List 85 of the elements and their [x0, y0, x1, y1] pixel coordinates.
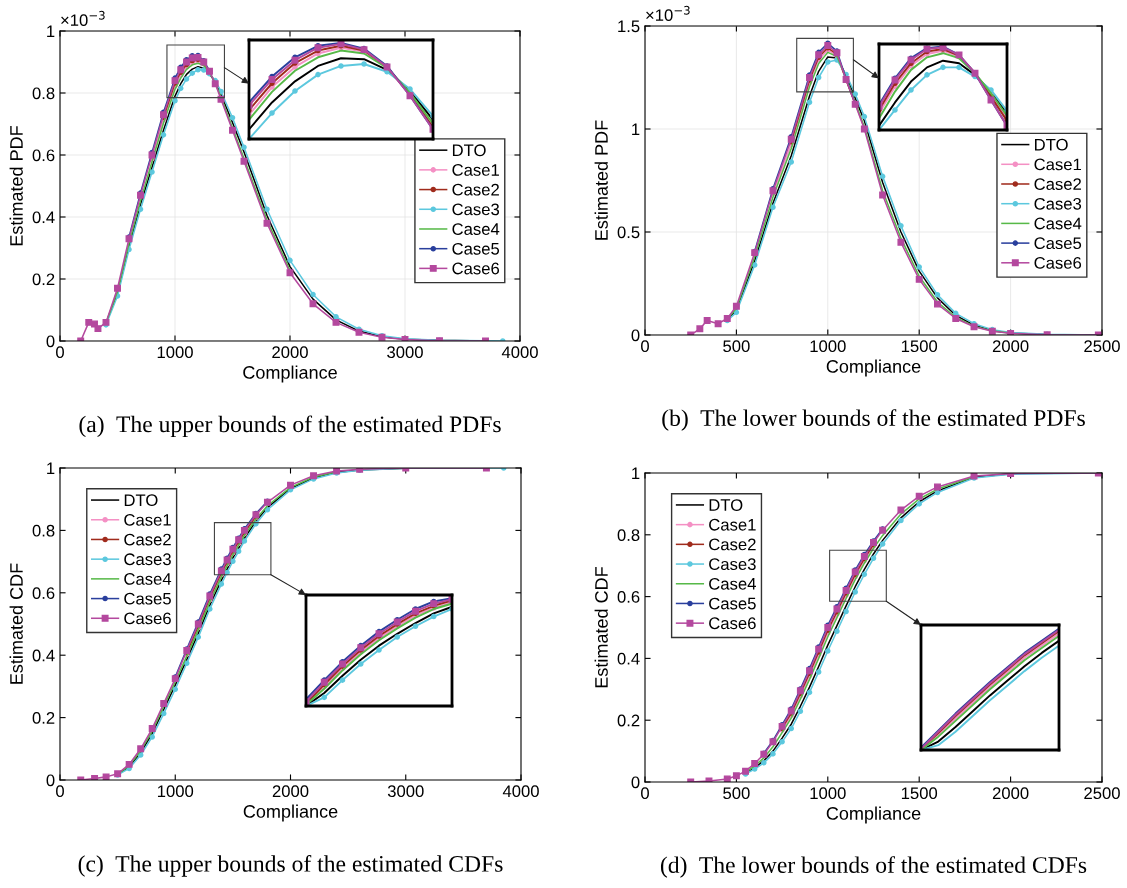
x-tick-label: 1000: [157, 785, 194, 798]
y-tick-label: 0: [631, 329, 640, 342]
x-axis-title: Compliance: [243, 804, 338, 822]
x-tick-label: 2000: [992, 787, 1029, 800]
x-tick-label: 2000: [272, 785, 309, 798]
legend-label: Case5: [709, 597, 756, 610]
legend-label: Case4: [709, 577, 756, 590]
x-tick-label: 4000: [502, 785, 539, 798]
y-tick-label: 0.8: [32, 524, 55, 537]
y-tick-label: 0: [631, 776, 640, 789]
x-tick-label: 0: [56, 346, 64, 359]
y-tick-label: 0.6: [32, 587, 55, 599]
x-tick-label: 2000: [272, 346, 308, 359]
y-axis-title: Estimated CDF: [9, 563, 23, 684]
legend-label: Case1: [709, 518, 756, 531]
y-tick-label: 0.4: [32, 211, 55, 224]
legend-label: Case1: [452, 164, 499, 176]
legend-label: Case3: [452, 203, 500, 216]
y-tick-label: 0.2: [32, 712, 55, 724]
legend-label: Case2: [452, 183, 499, 196]
legend-label: DTO: [124, 494, 158, 507]
y-tick-label: 1: [632, 123, 640, 136]
x-tick-label: 2500: [1084, 787, 1120, 800]
x-tick-label: 500: [723, 340, 750, 353]
x-tick-label: 3000: [387, 346, 423, 359]
legend-label: Case6: [709, 617, 756, 630]
legend-label: Case4: [124, 573, 172, 585]
text: (c) The upper bounds of the estimated CDFs: [78, 854, 503, 877]
legend-label: Case4: [1034, 217, 1082, 230]
text: ×10$^{−3}$: [646, 5, 690, 22]
x-tick-label: 3000: [387, 785, 424, 798]
legend-label: Case5: [452, 242, 500, 255]
x-tick-label: 0: [641, 787, 649, 800]
y-tick-label: 1.5: [618, 20, 640, 33]
x-tick-label: 2000: [992, 340, 1029, 353]
x-tick-label: 2500: [1084, 340, 1120, 353]
y-tick-label: 0: [46, 774, 55, 787]
x-tick-label: 1000: [810, 340, 846, 353]
x-tick-label: 4000: [501, 346, 538, 359]
y-tick-label: 0.4: [617, 652, 640, 665]
text: (d) The lower bounds of the estimated CDFs: [660, 856, 1087, 878]
text: (b) The lower bounds of the estimated PDFs: [662, 409, 1085, 431]
y-axis-title: Estimated PDF: [9, 126, 23, 246]
y-tick-label: 0.2: [32, 273, 55, 286]
x-tick-label: 0: [56, 785, 64, 798]
legend-label: Case3: [1034, 197, 1082, 210]
legend-label: Case4: [452, 223, 500, 235]
x-tick-label: 1000: [157, 346, 193, 359]
y-tick-label: 0.2: [617, 714, 640, 727]
legend-label: Case5: [1034, 237, 1082, 250]
x-tick-label: 500: [723, 787, 750, 800]
legend-label: Case1: [124, 513, 171, 526]
y-tick-label: 1: [47, 462, 55, 475]
legend-label: DTO: [1035, 138, 1068, 151]
x-tick-label: 1000: [810, 787, 846, 800]
y-tick-label: 0.6: [32, 149, 55, 162]
x-tick-label: 1500: [901, 787, 938, 800]
y-tick-label: 1: [632, 467, 640, 480]
legend-label: Case3: [709, 558, 756, 571]
legend-label: Case6: [124, 612, 171, 625]
x-axis-title: Compliance: [826, 359, 921, 377]
x-tick-label: 0: [641, 340, 649, 353]
y-axis-title: Estimated PDF: [594, 120, 608, 240]
legend-label: Case5: [124, 592, 171, 605]
text: ×10$^{−3}$: [61, 10, 105, 27]
y-tick-label: 1: [47, 25, 55, 38]
y-tick-label: 0.8: [617, 529, 640, 541]
y-tick-label: 0.4: [32, 649, 55, 662]
legend-label: Case2: [709, 538, 756, 551]
legend-label: DTO: [452, 144, 486, 157]
y-axis-title: Estimated CDF: [594, 567, 608, 688]
legend-label: Case3: [124, 553, 171, 566]
legend-label: Case6: [1034, 257, 1082, 269]
x-axis-title: Compliance: [243, 365, 337, 383]
y-tick-label: 0.5: [617, 226, 640, 239]
x-axis-title: Compliance: [826, 806, 921, 824]
legend-label: Case6: [452, 262, 500, 275]
text: (a) The upper bounds of the estimated PDFs: [79, 415, 501, 438]
legend-label: Case2: [124, 533, 171, 546]
legend-label: Case1: [1034, 158, 1081, 171]
legend-label: Case2: [1034, 178, 1081, 190]
x-tick-label: 1500: [901, 340, 938, 353]
legend-label: DTO: [709, 499, 743, 511]
y-tick-label: 0.8: [32, 87, 55, 100]
y-tick-label: 0.6: [617, 591, 640, 603]
